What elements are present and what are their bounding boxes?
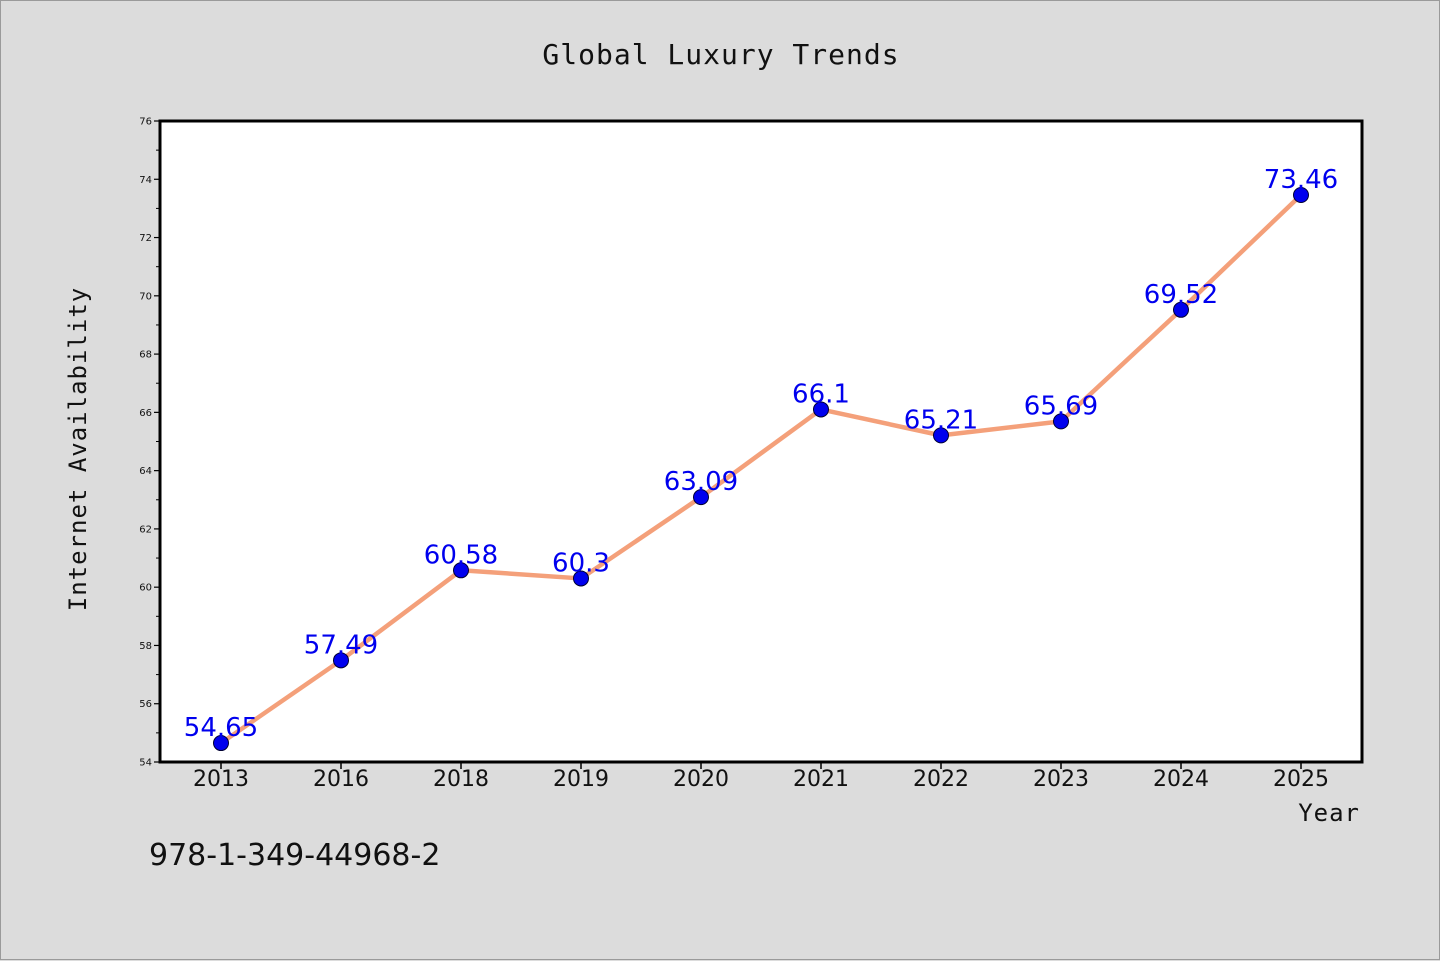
- data-label: 65.21: [904, 405, 978, 435]
- plot-area: [158, 119, 1364, 764]
- data-point: [1173, 301, 1189, 318]
- x-tick-label: 2024: [1153, 767, 1209, 792]
- x-tick-label: 2023: [1033, 767, 1089, 792]
- data-point: [453, 562, 469, 579]
- data-label: 65.69: [1024, 391, 1098, 421]
- x-axis: 2013 2016 2018 2019 2020 2021 2022 2023 2024 2025: [193, 762, 1329, 792]
- data-label: 69.52: [1144, 280, 1218, 310]
- data-label: 60.58: [424, 540, 498, 570]
- y-tick-label: 56: [139, 699, 152, 710]
- data-point: [933, 427, 949, 444]
- isbn-footer: 978-1-349-44968-2: [149, 838, 440, 873]
- data-point: [813, 401, 829, 418]
- x-tick-label: 2021: [793, 767, 849, 792]
- y-tick-label: 70: [139, 291, 152, 302]
- x-tick-label: 2025: [1273, 767, 1329, 792]
- series-line: [218, 192, 1304, 746]
- y-axis-label: Internet Availability: [64, 287, 92, 611]
- x-tick-label: 2020: [673, 767, 729, 792]
- data-label: 66.1: [792, 379, 850, 409]
- data-label: 60.3: [552, 548, 610, 578]
- data-label: 73.46: [1264, 165, 1338, 195]
- y-tick-label: 72: [139, 233, 152, 244]
- data-point: [573, 570, 589, 587]
- data-point: [1053, 413, 1069, 430]
- y-tick-label: 74: [139, 175, 152, 186]
- x-axis-label: Year: [1298, 799, 1360, 827]
- y-tick-label: 68: [139, 350, 152, 361]
- data-point: [333, 652, 349, 669]
- y-tick-label: 58: [139, 641, 152, 652]
- series-layer: [213, 187, 1309, 752]
- y-tick-label: 62: [139, 524, 152, 535]
- data-label: 63.09: [664, 467, 738, 497]
- x-tick-label: 2019: [553, 767, 609, 792]
- y-tick-label: 64: [139, 466, 152, 477]
- x-tick-label: 2022: [913, 767, 969, 792]
- data-label-layer: 54.65 57.49 60.58 60.3 63.09 66.1 65.21 65.69 69…: [184, 165, 1338, 743]
- y-tick-label: 66: [139, 408, 152, 419]
- data-label: 57.49: [304, 630, 378, 660]
- data-label: 54.65: [184, 713, 258, 743]
- data-point: [1293, 187, 1309, 204]
- x-tick-label: 2016: [313, 767, 369, 792]
- data-point: [693, 489, 709, 506]
- y-axis: 54 56 58 60 62 64 66 68 70 72 74 76: [139, 117, 160, 769]
- chart-title: Global Luxury Trends: [542, 38, 899, 71]
- y-tick-label: 54: [139, 758, 152, 769]
- y-tick-label: 76: [139, 117, 152, 128]
- x-tick-label: 2018: [433, 767, 489, 792]
- x-tick-label: 2013: [193, 767, 249, 792]
- data-point: [213, 735, 229, 752]
- y-tick-label: 60: [139, 583, 152, 594]
